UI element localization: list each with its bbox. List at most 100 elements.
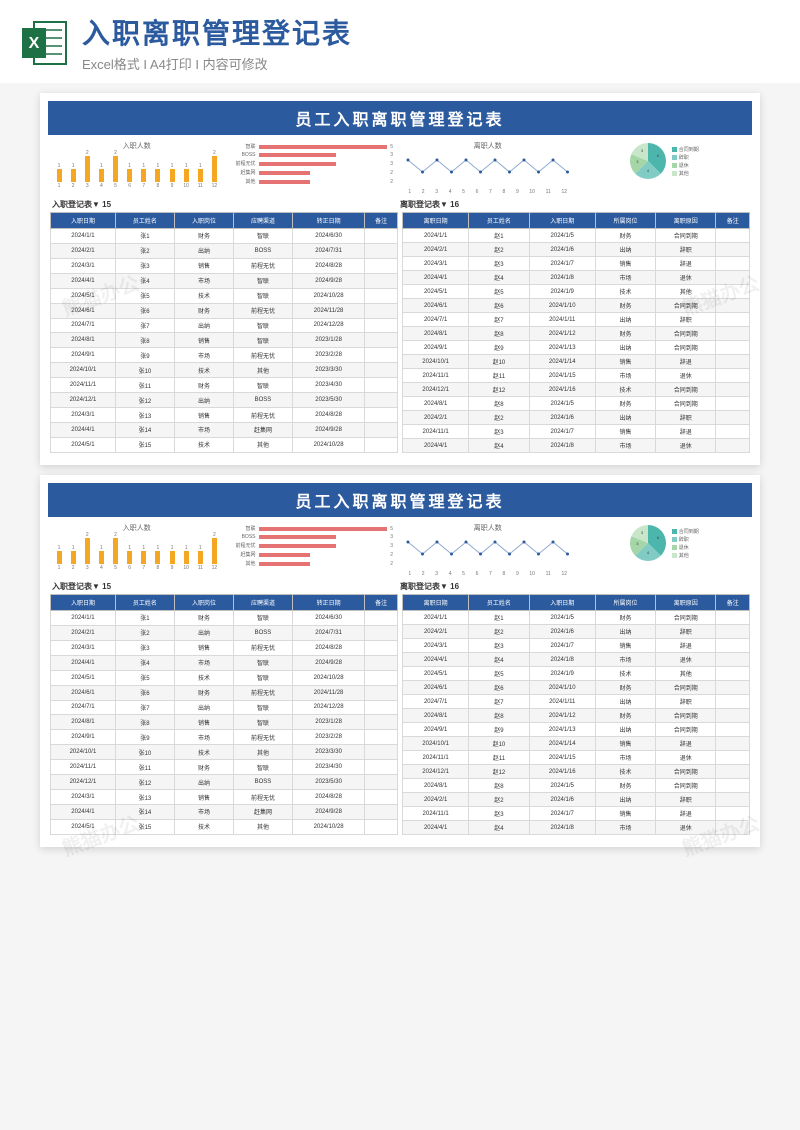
table-row: 2024/8/1赵82024/1/5财务合同到期 [403,397,750,411]
leave-count: 离职登记表▼ 16 [400,581,748,592]
table-row: 2024/8/1赵82024/1/12财务合同到期 [403,327,750,341]
sheet-title: 员工入职离职管理登记表 [48,101,752,135]
table-row: 2024/10/1张10技术其他2023/3/30 [51,745,398,760]
table-header: 离职日期 [403,595,469,611]
table-header: 备注 [716,595,750,611]
leave-table: 离职日期员工姓名入职日期所属岗位离职原因备注2024/1/1赵12024/1/5… [402,212,750,453]
table-header: 员工姓名 [469,595,529,611]
table-row: 2024/3/1张13销售前程无忧2024/8/28 [51,408,398,423]
table-row: 2024/9/1张9市场前程无忧2023/2/28 [51,348,398,363]
table-row: 2024/12/1赵122024/1/16技术合同到期 [403,383,750,397]
table-row: 2024/2/1张2出纳BOSS2024/7/31 [51,625,398,640]
table-header: 员工姓名 [469,213,529,229]
charts-row: 入职人数 111223142516171819110111212 智联5BOSS… [48,135,752,197]
svg-text:X: X [29,35,40,52]
table-row: 2024/11/1赵112024/1/15市场退休 [403,751,750,765]
table-row: 2024/4/1张14市场赶集网2024/9/28 [51,804,398,819]
table-row: 2024/2/1赵22024/1/6出纳辞职 [403,625,750,639]
table-row: 2024/12/1张12出纳BOSS2023/5/30 [51,775,398,790]
table-row: 2024/7/1张7出纳智联2024/12/28 [51,318,398,333]
table-row: 2024/4/1赵42024/1/8市场退休 [403,271,750,285]
table-header: 备注 [365,213,398,229]
channel-hbar-chart: 智联5BOSS3前程无忧3赶集网2其他2 [228,141,398,195]
table-row: 2024/7/1赵72024/1/11出纳辞职 [403,313,750,327]
table-row: 2024/5/1张5技术智联2024/10/28 [51,288,398,303]
table-header: 员工姓名 [115,213,174,229]
table-row: 2024/6/1赵62024/1/10财务合同到期 [403,681,750,695]
table-header: 离职日期 [403,213,469,229]
table-header: 离职原因 [656,595,716,611]
reason-pie-chart: 6433合同到期辞职退休其他 [579,141,749,195]
table-header: 所属岗位 [595,213,655,229]
table-row: 2024/8/1张8销售智联2023/1/28 [51,715,398,730]
table-row: 2024/5/1赵52024/1/9技术其他 [403,285,750,299]
table-row: 2024/11/1张11财务智联2023/4/30 [51,378,398,393]
table-row: 2024/8/1张8销售智联2023/1/28 [51,333,398,348]
leave-line-chart: 离职人数 123456789101112 [403,141,573,195]
table-header: 入职岗位 [174,595,233,611]
table-header: 入职岗位 [174,213,233,229]
table-header: 转正日期 [293,213,365,229]
excel-icon: X [20,18,70,68]
table-row: 2024/12/1赵122024/1/16技术合同到期 [403,765,750,779]
charts-row: 入职人数 111223142516171819110111212 智联5BOSS… [48,517,752,579]
table-header: 应聘渠道 [233,213,292,229]
sheet-title: 员工入职离职管理登记表 [48,483,752,517]
table-row: 2024/10/1张10技术其他2023/3/30 [51,363,398,378]
document-preview-2: 员工入职离职管理登记表 入职人数 11122314251617181911011… [40,475,760,847]
entry-bar-chart: 入职人数 111223142516171819110111212 [52,523,222,577]
table-row: 2024/9/1赵92024/1/13出纳合同到期 [403,723,750,737]
table-row: 2024/11/1赵32024/1/7销售辞退 [403,807,750,821]
entry-table: 入职日期员工姓名入职岗位应聘渠道转正日期备注2024/1/1张1财务智联2024… [50,594,398,835]
entry-table: 入职日期员工姓名入职岗位应聘渠道转正日期备注2024/1/1张1财务智联2024… [50,212,398,453]
page-title: 入职离职管理登记表 [82,12,780,52]
table-row: 2024/5/1张15技术其他2024/10/28 [51,819,398,834]
document-preview-1: 员工入职离职管理登记表 入职人数 11122314251617181911011… [40,93,760,465]
entry-bar-chart: 入职人数 111223142516171819110111212 [52,141,222,195]
entry-count: 入职登记表▼ 15 [52,199,400,210]
table-row: 2024/4/1赵42024/1/8市场退休 [403,653,750,667]
leave-count: 离职登记表▼ 16 [400,199,748,210]
table-row: 2024/8/1赵82024/1/5财务合同到期 [403,779,750,793]
reason-pie-chart: 6433合同到期辞职退休其他 [579,523,749,577]
table-row: 2024/9/1张9市场前程无忧2023/2/28 [51,730,398,745]
table-row: 2024/3/1赵32024/1/7销售辞退 [403,257,750,271]
table-row: 2024/6/1张6财务前程无忧2024/11/28 [51,303,398,318]
table-row: 2024/4/1赵42024/1/8市场退休 [403,821,750,835]
table-row: 2024/11/1赵32024/1/7销售辞退 [403,425,750,439]
leave-table: 离职日期员工姓名入职日期所属岗位离职原因备注2024/1/1赵12024/1/5… [402,594,750,835]
table-row: 2024/3/1赵32024/1/7销售辞退 [403,639,750,653]
table-row: 2024/9/1赵92024/1/13出纳合同到期 [403,341,750,355]
table-row: 2024/7/1张7出纳智联2024/12/28 [51,700,398,715]
table-row: 2024/4/1张14市场赶集网2024/9/28 [51,422,398,437]
table-header: 员工姓名 [115,595,174,611]
table-header: 备注 [716,213,750,229]
table-header: 入职日期 [529,595,595,611]
table-header: 备注 [365,595,398,611]
table-header: 转正日期 [293,595,365,611]
table-row: 2024/1/1张1财务智联2024/6/30 [51,229,398,244]
table-row: 2024/3/1张13销售前程无忧2024/8/28 [51,790,398,805]
table-row: 2024/4/1赵42024/1/8市场退休 [403,439,750,453]
table-row: 2024/1/1赵12024/1/5财务合同到期 [403,229,750,243]
table-row: 2024/1/1张1财务智联2024/6/30 [51,611,398,626]
table-row: 2024/6/1赵62024/1/10财务合同到期 [403,299,750,313]
table-row: 2024/2/1赵22024/1/6出纳辞职 [403,793,750,807]
table-row: 2024/12/1张12出纳BOSS2023/5/30 [51,393,398,408]
table-header: 离职原因 [656,213,716,229]
table-row: 2024/3/1张3销售前程无忧2024/8/28 [51,258,398,273]
table-row: 2024/8/1赵82024/1/12财务合同到期 [403,709,750,723]
page-subtitle: Excel格式 I A4打印 I 内容可修改 [82,54,780,73]
table-header: 应聘渠道 [233,595,292,611]
table-row: 2024/4/1张4市场智联2024/9/28 [51,273,398,288]
table-row: 2024/6/1张6财务前程无忧2024/11/28 [51,685,398,700]
table-row: 2024/7/1赵72024/1/11出纳辞职 [403,695,750,709]
table-header: 入职日期 [51,213,116,229]
table-row: 2024/10/1赵102024/1/14销售辞退 [403,737,750,751]
table-row: 2024/10/1赵102024/1/14销售辞退 [403,355,750,369]
table-row: 2024/5/1赵52024/1/9技术其他 [403,667,750,681]
entry-count: 入职登记表▼ 15 [52,581,400,592]
table-header: 入职日期 [529,213,595,229]
table-row: 2024/11/1张11财务智联2023/4/30 [51,760,398,775]
table-row: 2024/11/1赵112024/1/15市场退休 [403,369,750,383]
